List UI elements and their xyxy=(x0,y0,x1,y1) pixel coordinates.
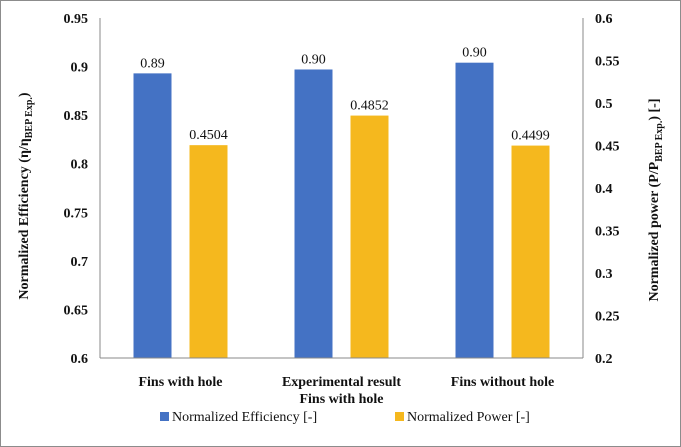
right-tick-label: 0.45 xyxy=(595,140,620,155)
left-tick-label: 0.6 xyxy=(71,352,89,367)
category-label: Fins without hole xyxy=(451,375,554,390)
left-tick-label: 0.7 xyxy=(71,255,89,270)
axes xyxy=(99,18,584,359)
category-label: Fins with hole xyxy=(299,392,383,407)
left-axis-ticks: 0.6 0.65 0.7 0.75 0.8 0.85 0.9 0.95 xyxy=(64,12,89,367)
data-label: 0.90 xyxy=(462,46,487,61)
legend-label: Normalized Power [-] xyxy=(407,410,530,425)
right-tick-label: 0.4 xyxy=(595,182,613,197)
bar-power xyxy=(511,145,550,358)
bar-efficiency xyxy=(455,62,494,358)
legend-swatch xyxy=(160,412,169,421)
right-tick-label: 0.35 xyxy=(595,225,620,240)
left-axis-title: Normalized Efficiency (η/ηBEP Exp.) xyxy=(17,92,35,299)
bar-efficiency xyxy=(133,73,172,358)
legend-label: Normalized Efficiency [-] xyxy=(172,410,317,425)
category-labels: Fins with hole Experimental result Fins wi… xyxy=(138,375,554,407)
data-label: 0.89 xyxy=(140,56,165,71)
left-tick-label: 0.9 xyxy=(71,61,89,76)
right-tick-label: 0.2 xyxy=(595,352,613,367)
legend: Normalized Efficiency [-] Normalized Powe… xyxy=(160,410,530,425)
bar-power xyxy=(350,115,389,358)
data-labels: 0.89 0.90 0.90 0.4504 0.4852 0.4499 xyxy=(140,46,550,144)
left-tick-label: 0.95 xyxy=(64,12,89,27)
legend-swatch xyxy=(395,412,404,421)
left-tick-label: 0.8 xyxy=(71,158,89,173)
right-axis-title-text: Normalized power (P/PBEP Exp.) [-] xyxy=(647,98,665,301)
right-tick-label: 0.55 xyxy=(595,55,620,70)
category-label: Fins with hole xyxy=(138,375,222,390)
bar-efficiency xyxy=(294,69,333,358)
right-axis-ticks: 0.2 0.25 0.3 0.35 0.4 0.45 0.5 0.55 0.6 xyxy=(595,12,620,367)
right-tick-label: 0.3 xyxy=(595,267,613,282)
data-label: 0.4504 xyxy=(189,128,228,143)
right-tick-label: 0.5 xyxy=(595,97,613,112)
left-tick-label: 0.85 xyxy=(64,109,89,124)
right-axis-title: Normalized power (P/PBEP Exp.) [-] xyxy=(647,98,665,301)
bars xyxy=(133,62,550,358)
right-tick-label: 0.6 xyxy=(595,12,613,27)
left-tick-label: 0.75 xyxy=(64,206,89,221)
left-tick-label: 0.65 xyxy=(64,303,89,318)
category-label: Experimental result xyxy=(282,375,401,390)
data-label: 0.4499 xyxy=(511,129,550,144)
data-label: 0.90 xyxy=(301,52,326,67)
bar-power xyxy=(189,145,228,358)
right-tick-label: 0.25 xyxy=(595,310,620,325)
data-label: 0.4852 xyxy=(350,99,389,114)
left-axis-title-text: Normalized Efficiency (η/ηBEP Exp.) xyxy=(17,92,35,299)
